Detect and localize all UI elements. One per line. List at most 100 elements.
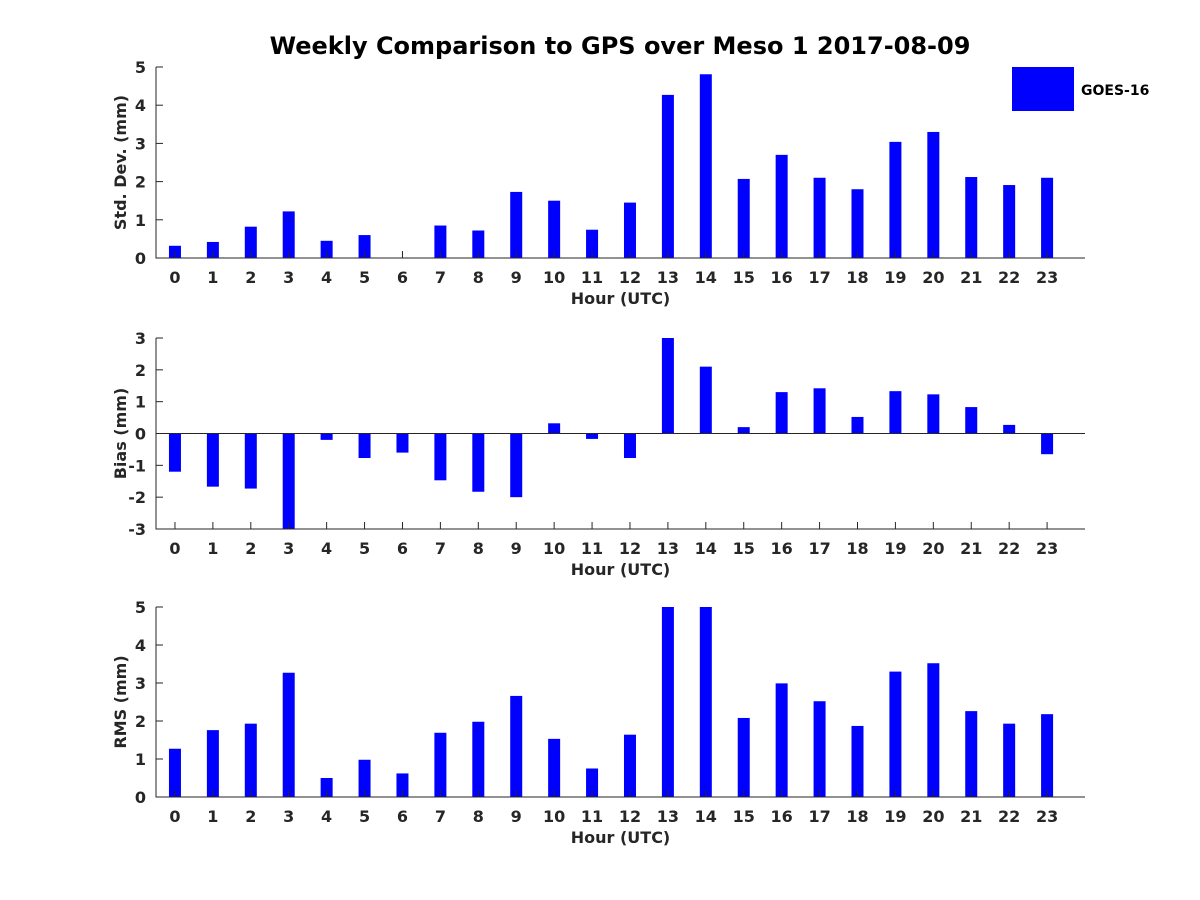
bias-x-tick-label: 23	[1036, 539, 1058, 558]
std-dev-bar-hour-12	[623, 202, 636, 258]
rms-x-tick-label: 22	[998, 807, 1020, 826]
std-dev-x-tick-label: 19	[884, 268, 906, 287]
std-dev-bar-hour-19	[889, 141, 902, 258]
bias-bar-hour-3	[282, 433, 295, 529]
std-dev-bar-hour-7	[434, 225, 447, 258]
rms-x-tick-label: 18	[846, 807, 868, 826]
bias-x-tick-label: 3	[283, 539, 294, 558]
std-dev-y-tick-label: 0	[135, 249, 146, 268]
std-dev-x-tick-label: 11	[581, 268, 603, 287]
bias-x-tick-label: 14	[695, 539, 717, 558]
rms-bar-hour-4	[320, 778, 333, 797]
bias-x-tick-label: 4	[321, 539, 332, 558]
rms-y-tick-label: 3	[135, 674, 146, 693]
std-dev-x-tick-label: 8	[473, 268, 484, 287]
rms-x-tick-label: 11	[581, 807, 603, 826]
bias-bars	[168, 338, 1054, 529]
bias-x-tick-label: 5	[359, 539, 370, 558]
bias-x-tick-label: 13	[657, 539, 679, 558]
std-dev-y-tick-label: 5	[135, 58, 146, 77]
rms-bar-hour-0	[168, 748, 181, 797]
rms-x-tick-label: 8	[473, 807, 484, 826]
std-dev-bar-hour-13	[661, 94, 674, 258]
rms-x-tick-label: 15	[733, 807, 755, 826]
bias-y-tick-label: -1	[128, 456, 146, 475]
bias-bar-hour-22	[1003, 424, 1016, 434]
std-dev-bar-hour-10	[548, 200, 561, 258]
std-dev-bar-hour-8	[472, 230, 485, 258]
std-dev-y-tick-label: 2	[135, 173, 146, 192]
bias-bar-hour-15	[737, 427, 750, 434]
rms-x-tick-label: 17	[808, 807, 830, 826]
std-dev-x-tick-label: 9	[511, 268, 522, 287]
std-dev-bar-hour-15	[737, 178, 750, 258]
std-dev-x-tick-label: 14	[695, 268, 717, 287]
rms-x-tick-label: 9	[511, 807, 522, 826]
bias-x-tick-label: 16	[771, 539, 793, 558]
std-dev-y-tick-label: 1	[135, 211, 146, 230]
std-dev-bar-hour-22	[1003, 185, 1016, 258]
bias-bar-hour-7	[434, 433, 447, 481]
bias-bar-hour-8	[472, 433, 485, 492]
rms-x-tick-label: 7	[435, 807, 446, 826]
bias-x-tick-label: 17	[808, 539, 830, 558]
std-dev-bar-hour-14	[699, 74, 712, 258]
std-dev-bar-hour-3	[282, 211, 295, 258]
bias-x-tick-label: 22	[998, 539, 1020, 558]
rms-bar-hour-16	[775, 683, 788, 797]
std-dev-x-ticks: 0 1 2 3 4 5 6 7 8 9 10 11 12 13 14 15 16 17 18 19 20 21 22 23	[169, 251, 1058, 287]
figure-title: Weekly Comparison to GPS over Meso 1 201…	[270, 32, 971, 60]
std-dev-x-tick-label: 15	[733, 268, 755, 287]
rms-y-ticks: 0 1 2 3 4 5	[135, 598, 163, 807]
bias-y-tick-label: -3	[128, 520, 146, 539]
bias-bar-hour-18	[851, 416, 864, 434]
bias-bar-hour-20	[927, 394, 940, 434]
rms-bar-hour-8	[472, 721, 485, 797]
std-dev-x-tick-label: 21	[960, 268, 982, 287]
rms-bar-hour-19	[889, 671, 902, 797]
std-dev-bar-hour-5	[358, 235, 371, 258]
legend: GOES-16	[1012, 67, 1149, 111]
bias-bar-hour-11	[586, 433, 599, 439]
rms-bars	[168, 607, 1054, 797]
bias-bar-hour-10	[548, 423, 561, 434]
std-dev-bar-hour-1	[206, 241, 219, 258]
rms-x-tick-label: 1	[207, 807, 218, 826]
rms-bar-hour-14	[699, 607, 712, 797]
rms-bar-hour-9	[510, 695, 523, 797]
bias-x-tick-label: 20	[922, 539, 944, 558]
rms-bar-hour-23	[1041, 714, 1054, 797]
std-dev-x-tick-label: 23	[1036, 268, 1058, 287]
std-dev-x-tick-label: 20	[922, 268, 944, 287]
rms-bar-hour-13	[661, 607, 674, 797]
std-dev-x-tick-label: 17	[808, 268, 830, 287]
std-dev-x-tick-label: 4	[321, 268, 332, 287]
rms-bar-hour-5	[358, 759, 371, 797]
bias-bar-hour-17	[813, 388, 826, 434]
rms-x-tick-label: 20	[922, 807, 944, 826]
std-dev-bar-hour-2	[244, 226, 257, 258]
std-dev-x-tick-label: 1	[207, 268, 218, 287]
rms-x-tick-label: 2	[245, 807, 256, 826]
bias-bar-hour-6	[396, 433, 409, 453]
rms-x-tick-label: 10	[543, 807, 565, 826]
std-dev-x-tick-label: 12	[619, 268, 641, 287]
rms-x-tick-label: 14	[695, 807, 717, 826]
std-dev-x-tick-label: 2	[245, 268, 256, 287]
rms-bar-hour-2	[244, 723, 257, 797]
std-dev-x-tick-label: 16	[771, 268, 793, 287]
bias-bar-hour-23	[1041, 433, 1054, 455]
bias-x-tick-label: 9	[511, 539, 522, 558]
std-dev-y-ticks: 0 1 2 3 4 5	[135, 58, 163, 268]
bias-bar-hour-14	[699, 366, 712, 434]
rms-x-tick-label: 12	[619, 807, 641, 826]
bias-x-tick-label: 8	[473, 539, 484, 558]
bias-bar-hour-1	[206, 433, 219, 487]
bias-x-tick-label: 10	[543, 539, 565, 558]
bias-x-axis-label: Hour (UTC)	[571, 560, 671, 579]
bias-y-ticks: -3 -2 -1 0 1 2 3	[128, 329, 163, 539]
rms-bar-hour-3	[282, 672, 295, 797]
rms-bar-hour-7	[434, 732, 447, 797]
std-dev-x-tick-label: 3	[283, 268, 294, 287]
